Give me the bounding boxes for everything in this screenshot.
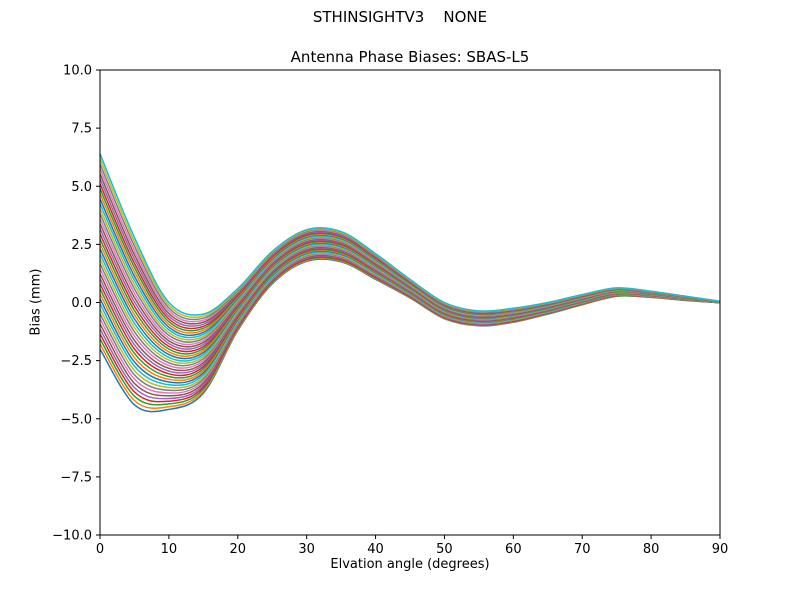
series-line <box>100 251 720 389</box>
x-tick-label: 10 <box>161 542 178 557</box>
x-tick-label: 0 <box>96 542 104 557</box>
series-line <box>100 246 720 372</box>
y-tick-label: 7.5 <box>71 122 92 137</box>
x-tick-label: 50 <box>436 542 453 557</box>
series-line <box>100 208 720 341</box>
series-line <box>100 213 720 343</box>
figure-suptitle: STHINSIGHTV3 NONE <box>312 8 488 26</box>
y-tick-label: 5.0 <box>71 180 92 195</box>
x-tick-label: 60 <box>505 542 522 557</box>
series-line <box>100 245 720 369</box>
series-line <box>100 173 720 325</box>
y-tick-label: −10.0 <box>52 529 92 544</box>
series-line <box>100 248 720 379</box>
series-line <box>100 168 720 323</box>
series-line <box>100 178 720 327</box>
x-tick-label: 30 <box>298 542 315 557</box>
plot-spines <box>99 69 721 536</box>
y-tick-label: −2.5 <box>60 354 92 369</box>
y-tick-label: −5.0 <box>60 412 92 427</box>
x-tick-label: 90 <box>712 542 729 557</box>
y-tick-label: 2.5 <box>71 238 92 253</box>
series-line <box>100 247 720 377</box>
y-axis-label: Bias (mm) <box>28 268 44 336</box>
x-tick-label: 80 <box>643 542 660 557</box>
x-tick-label: 40 <box>367 542 384 557</box>
series-group <box>100 153 720 413</box>
chart-title: Antenna Phase Biases: SBAS-L5 <box>290 48 530 66</box>
series-line <box>100 244 720 367</box>
series-line <box>100 183 720 330</box>
x-tick-label: 20 <box>230 542 247 557</box>
y-tick-label: 0.0 <box>71 296 92 311</box>
x-axis-label: Elvation angle (degrees) <box>330 557 490 572</box>
series-line <box>100 188 720 332</box>
series-line <box>100 247 720 374</box>
y-tick-label: −7.5 <box>60 470 92 485</box>
series-line <box>100 193 720 334</box>
y-tick-label: 10.0 <box>63 64 92 79</box>
series-line <box>100 153 720 316</box>
series-line <box>100 251 720 387</box>
x-tick-label: 70 <box>574 542 591 557</box>
